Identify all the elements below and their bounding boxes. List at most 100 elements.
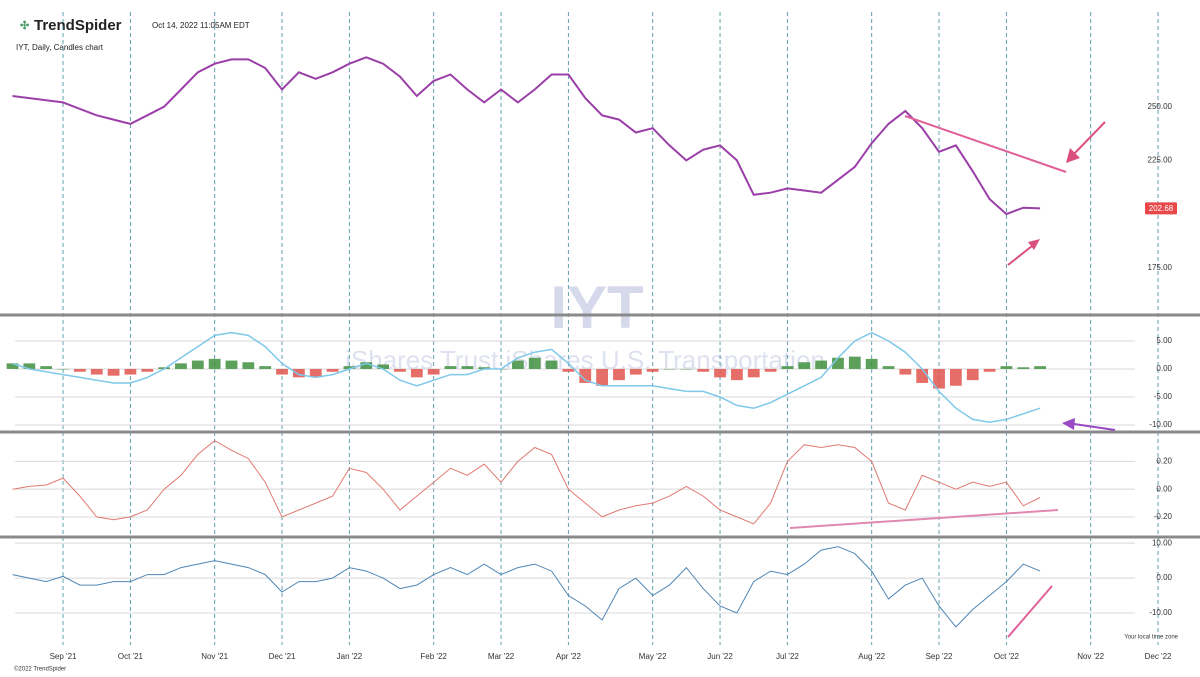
histogram-bar bbox=[815, 360, 828, 369]
histogram-bar bbox=[545, 360, 558, 369]
histogram-bar bbox=[798, 362, 811, 369]
histogram-bar bbox=[528, 357, 541, 369]
logo-icon: ✣ bbox=[20, 20, 29, 32]
histogram-bar bbox=[175, 363, 187, 369]
y-tick-label: 175.00 bbox=[1148, 263, 1173, 272]
histogram-bar bbox=[394, 368, 406, 372]
histogram-bar bbox=[259, 366, 272, 369]
histogram-bar bbox=[1017, 367, 1030, 369]
histogram-bar bbox=[141, 368, 154, 372]
histogram-bar bbox=[646, 368, 659, 372]
histogram-bar bbox=[697, 368, 710, 372]
trend-line bbox=[904, 115, 1067, 173]
x-tick-label: Nov '22 bbox=[1077, 652, 1104, 661]
histogram-bar bbox=[208, 358, 221, 369]
y-tick-label: 0.20 bbox=[1156, 456, 1172, 465]
x-tick-label: Aug '22 bbox=[858, 652, 885, 661]
series-line bbox=[12, 546, 1041, 628]
histogram-bar bbox=[326, 368, 339, 372]
histogram-bar bbox=[916, 368, 929, 383]
histogram-bar bbox=[680, 368, 693, 370]
panels: Sep '21 Oct '21 Nov '21 Dec '21 Jan '22 Feb '… bbox=[0, 12, 1200, 661]
histogram-bar bbox=[242, 362, 255, 369]
x-tick-label: Dec '21 bbox=[269, 652, 296, 661]
arrow bbox=[1007, 245, 1033, 266]
series-line bbox=[12, 331, 1041, 423]
symbol-line: IYT, Daily, Candles chart bbox=[16, 43, 104, 52]
x-tick-label: Apr '22 bbox=[556, 652, 582, 661]
x-tick-label: Jul '22 bbox=[776, 652, 799, 661]
histogram-bar bbox=[730, 368, 743, 381]
series-line bbox=[12, 439, 1041, 525]
histogram-bar bbox=[747, 368, 760, 378]
histogram-bar bbox=[73, 368, 86, 372]
x-tick-label: Oct '21 bbox=[118, 652, 144, 661]
histogram-bar bbox=[410, 368, 423, 378]
histogram-bar bbox=[377, 364, 390, 369]
histogram-bar bbox=[949, 368, 962, 386]
x-tick-label: Sep '22 bbox=[926, 652, 953, 661]
histogram-bar bbox=[40, 366, 53, 369]
histogram-bar bbox=[343, 366, 356, 369]
trend-line bbox=[789, 509, 1059, 529]
histogram-bar bbox=[1000, 366, 1013, 369]
x-tick-label: Jun '22 bbox=[707, 652, 733, 661]
x-tick-label: Sep '21 bbox=[50, 652, 77, 661]
arrow-head bbox=[1066, 148, 1080, 163]
timezone: Your local time zone bbox=[1124, 635, 1178, 641]
histogram-bar bbox=[663, 368, 676, 370]
arrow-head bbox=[1062, 418, 1075, 430]
y-tick-label: -5.00 bbox=[1154, 392, 1173, 401]
histogram-bar bbox=[629, 368, 642, 375]
y-tick-label: 225.00 bbox=[1148, 156, 1173, 165]
arrow bbox=[1071, 121, 1106, 157]
histogram-bar bbox=[427, 368, 440, 375]
histogram-bar bbox=[781, 366, 794, 369]
x-tick-label: Feb '22 bbox=[420, 652, 447, 661]
histogram-bar bbox=[309, 368, 322, 378]
histogram-bar bbox=[225, 360, 238, 369]
y-tick-label: -10.00 bbox=[1149, 608, 1172, 617]
histogram-bar bbox=[764, 368, 777, 372]
copyright: ©2022 TrendSpider bbox=[14, 666, 66, 673]
histogram-bar bbox=[6, 363, 19, 369]
y-tick-label: -10.00 bbox=[1149, 420, 1172, 429]
y-tick-label: -0.20 bbox=[1154, 512, 1173, 521]
y-tick-label: 0.00 bbox=[1156, 364, 1172, 373]
logo: TrendSpider bbox=[34, 17, 122, 34]
histogram-bar bbox=[292, 368, 305, 378]
histogram-bar bbox=[191, 360, 204, 369]
timestamp: Oct 14, 2022 11:05AM EDT bbox=[152, 21, 250, 30]
histogram-bar bbox=[478, 367, 491, 369]
histogram-bar bbox=[23, 363, 36, 369]
y-tick-label: 5.00 bbox=[1156, 336, 1172, 345]
histogram-bar bbox=[124, 368, 137, 375]
histogram-bar bbox=[714, 368, 726, 378]
histogram-bar bbox=[57, 368, 69, 370]
histogram-bar bbox=[276, 368, 288, 375]
y-tick-label: 10.00 bbox=[1152, 538, 1173, 547]
price-badge bbox=[1145, 202, 1177, 215]
histogram-bar bbox=[579, 368, 592, 383]
histogram-bar bbox=[613, 368, 625, 381]
y-tick-label: 250.00 bbox=[1148, 102, 1173, 111]
annotations bbox=[789, 115, 1116, 638]
histogram-bar bbox=[966, 368, 979, 381]
histogram-bar bbox=[848, 356, 861, 369]
histogram-bar bbox=[865, 358, 878, 369]
trend-line bbox=[1007, 585, 1053, 638]
price-badge-label: 202.68 bbox=[1149, 204, 1174, 213]
x-tick-label: Dec '22 bbox=[1145, 652, 1172, 661]
x-tick-label: Mar '22 bbox=[488, 652, 515, 661]
histogram-bar bbox=[1034, 366, 1047, 369]
y-tick-label: 0.00 bbox=[1156, 573, 1172, 582]
histogram-bar bbox=[107, 368, 120, 376]
histogram-bar bbox=[511, 360, 524, 369]
histogram-bar bbox=[90, 368, 103, 375]
histogram-bar bbox=[899, 368, 912, 375]
x-tick-label: Oct '22 bbox=[994, 652, 1020, 661]
x-tick-label: May '22 bbox=[639, 652, 667, 661]
histogram-bar bbox=[933, 368, 945, 389]
arrow-head bbox=[1028, 239, 1040, 250]
series-line bbox=[12, 56, 1041, 216]
